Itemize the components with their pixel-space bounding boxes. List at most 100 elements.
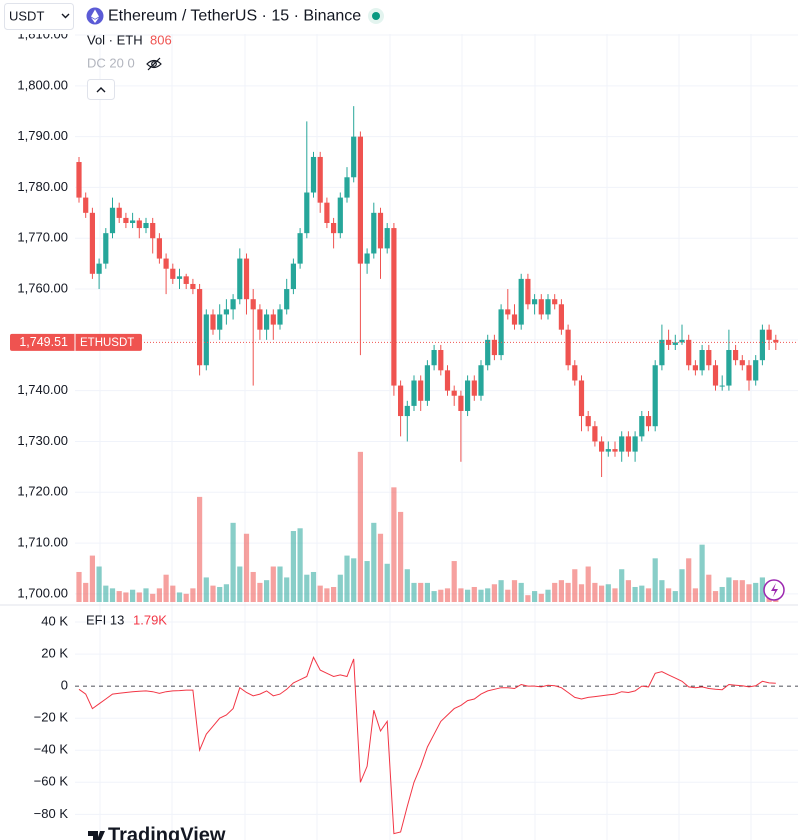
volume-bar (666, 588, 672, 602)
volume-bar (706, 574, 712, 602)
volume-bar (331, 586, 337, 602)
volume-bar (176, 592, 183, 602)
candle-body (130, 220, 136, 223)
candle-body (451, 390, 457, 396)
y-tick-label: −80 K (34, 806, 69, 821)
volume-bar (424, 582, 430, 602)
volume-bar (739, 580, 745, 602)
candle-body (625, 436, 631, 452)
candle-body (217, 314, 223, 330)
volume-bar (143, 588, 149, 602)
header-bg (0, 0, 798, 34)
volume-bar (746, 584, 752, 602)
candle-body (558, 304, 564, 330)
candle-body (398, 385, 404, 417)
candle-body (766, 329, 772, 340)
y-tick-label: 20 K (41, 646, 68, 661)
volume-bar (733, 580, 739, 602)
candle-body (304, 192, 310, 234)
y-tick-label: 1,780.00 (17, 179, 68, 194)
candle-body (491, 339, 497, 356)
candle-body (170, 268, 176, 279)
brand-logo: TradingView (88, 824, 226, 840)
volume-bar (344, 555, 350, 602)
collapse-chevron (96, 87, 106, 93)
candle-body (83, 197, 89, 213)
candle-body (639, 416, 645, 437)
candle-body (277, 309, 283, 325)
volume-bar (712, 591, 719, 602)
symbol-title[interactable]: Ethereum / TetherUS · 15 · Binance (108, 8, 361, 25)
candle-body (565, 329, 571, 366)
alert-glyph (771, 583, 778, 597)
candle-body (150, 222, 156, 239)
hidden-icon[interactable] (146, 57, 162, 71)
candle-body (331, 222, 337, 234)
volume-bar (532, 591, 538, 602)
volume-bar (89, 555, 95, 602)
volume-bar (297, 528, 303, 602)
eth-glyph (91, 9, 99, 23)
volume-bar (451, 561, 457, 602)
volume-bar (491, 584, 497, 602)
volume-bar (290, 531, 296, 602)
currency-select[interactable] (4, 3, 74, 30)
volume-bar (317, 585, 323, 602)
volume-bar (337, 574, 343, 602)
candle-body (411, 380, 417, 406)
volume-bar (686, 558, 692, 602)
candle-body (210, 314, 216, 330)
volume-bar (525, 595, 531, 602)
candle-body (337, 197, 343, 234)
candle-body (659, 339, 665, 366)
axis-layer: 1,700.00 1,710.00 1,720.00 1,730.00 1,740.00… (10, 26, 142, 821)
volume-bar (371, 522, 377, 602)
volume-bar (672, 591, 678, 602)
candle-body (404, 405, 410, 417)
y-tick-label: 1,760.00 (17, 280, 68, 295)
volume-bar (632, 586, 638, 602)
price-tag (10, 333, 142, 351)
y-tick-label: −20 K (34, 710, 69, 725)
volume-bar (578, 584, 585, 602)
volume-bar (659, 580, 665, 602)
volume-bar (364, 561, 370, 602)
candle-body (632, 436, 638, 452)
candle-body (759, 329, 765, 361)
volume-bar (156, 588, 162, 602)
volume-bar (444, 588, 451, 602)
volume-bar (284, 577, 290, 602)
candle-body (76, 162, 82, 198)
volume-bar (458, 588, 464, 602)
volume-bar (384, 563, 390, 602)
candle-body (666, 339, 672, 345)
volume-bar (197, 496, 203, 602)
volume-bar (310, 571, 317, 602)
volume-bar (411, 582, 417, 602)
candle-body (136, 220, 142, 229)
candle-body (692, 365, 698, 371)
candle-body (123, 217, 129, 223)
candle-body (545, 299, 551, 315)
candle-body (706, 350, 712, 366)
y-tick-label: 1,800.00 (17, 77, 68, 92)
volume-bar (150, 593, 156, 602)
candle-body (645, 416, 652, 427)
candle-body (270, 314, 276, 325)
candle-body (578, 380, 585, 417)
candle-body (143, 222, 149, 229)
collapse-button[interactable] (87, 79, 115, 100)
candle-body (290, 263, 296, 290)
grid (75, 34, 798, 840)
volume-bar (264, 580, 270, 602)
volume-bar (210, 585, 216, 602)
candle-body (310, 156, 317, 193)
candle-body (391, 228, 397, 386)
volume-bar (109, 588, 116, 602)
candle-body (257, 309, 263, 330)
candle-body (518, 278, 524, 325)
price-tag-value: 1,749.51 (19, 335, 68, 349)
volume-bar (652, 558, 658, 602)
efi-value: 1.79K (133, 612, 167, 627)
volume-bar (398, 511, 404, 602)
